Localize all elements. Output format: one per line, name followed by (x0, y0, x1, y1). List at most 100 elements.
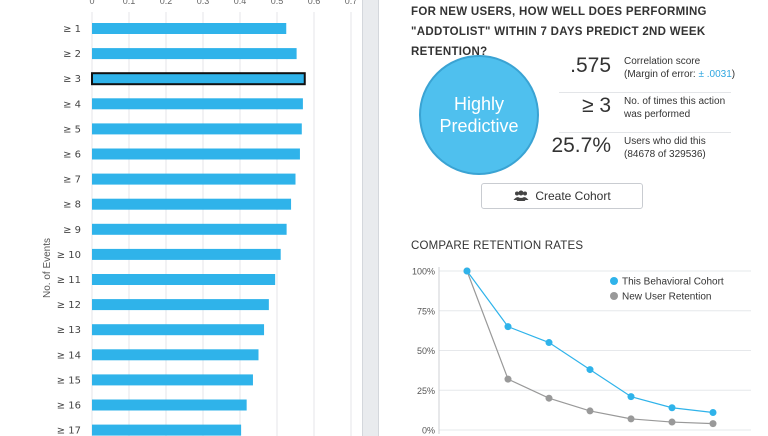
y-tick-label: 75% (417, 306, 435, 316)
bar[interactable] (92, 399, 247, 411)
y-tick-label: 0% (422, 426, 435, 436)
create-cohort-button[interactable]: Create Cohort (481, 183, 643, 209)
question-predict: PREDICT (586, 26, 639, 38)
series-point[interactable] (668, 404, 676, 412)
x-tick-label: 0.2 (160, 0, 173, 6)
category-label: ≥ 15 (57, 375, 81, 386)
category-label: ≥ 1 (63, 24, 81, 35)
category-label: ≥ 5 (63, 124, 81, 135)
category-label: ≥ 3 (63, 74, 81, 85)
category-label: ≥ 7 (63, 175, 81, 186)
category-label: ≥ 4 (63, 99, 81, 110)
question-event: "ADDTOLIST" (411, 26, 491, 38)
prediction-line1: Highly (453, 94, 505, 114)
x-tick-label: 0.4 (234, 0, 247, 6)
question-text: FOR NEW USERS, HOW WELL DOES PERFORMING … (411, 2, 751, 62)
stat-sublabel-suffix: ) (731, 69, 736, 80)
stat-value: .575 (570, 54, 611, 77)
category-label: ≥ 13 (57, 325, 81, 336)
series-point[interactable] (504, 323, 512, 331)
stat-value: 25.7% (551, 134, 611, 157)
bar-selected[interactable] (91, 72, 306, 86)
bar[interactable] (92, 374, 253, 386)
retention-line-chart: 100% 75% 50% 25% 0% This Behavioral Cohort Ne… (412, 267, 751, 436)
bar[interactable] (92, 198, 292, 210)
stat-label: No. of times this action (624, 96, 726, 107)
bar[interactable] (92, 123, 302, 135)
stat-sublabel: (84678 of 329536) (624, 149, 706, 160)
series-point[interactable] (668, 418, 676, 426)
bar[interactable] (92, 48, 297, 60)
category-label: ≥ 8 (63, 200, 81, 211)
bar[interactable] (92, 173, 296, 185)
bar[interactable] (92, 274, 276, 285)
stat-sublabel: (Margin of error: (624, 69, 699, 80)
legend-label: New User Retention (622, 292, 711, 303)
margin-of-error-link[interactable]: ± .0031 (698, 69, 732, 80)
left-panel: 0 0.1 0.2 0.3 0.4 0.5 0.6 0.7 ≥ 1 ≥ 2 ≥ 3 ≥ 4 ≥ 5 ≥ … (0, 0, 363, 436)
series-point[interactable] (586, 407, 594, 415)
series-point[interactable] (504, 375, 512, 383)
series-point[interactable] (709, 409, 717, 417)
bar[interactable] (92, 23, 287, 34)
x-tick-label: 0.5 (271, 0, 284, 6)
category-label: ≥ 14 (57, 350, 81, 361)
y-axis-label: No. of Events (42, 238, 53, 298)
stat-value: ≥ 3 (581, 94, 611, 117)
category-label: ≥ 9 (63, 225, 81, 236)
y-tick-label: 50% (417, 346, 435, 356)
bar[interactable] (92, 98, 303, 110)
stat-label: Users who did this (624, 136, 706, 147)
x-tick-label: 0.1 (123, 0, 136, 6)
stat-description: No. of times this action was performed (624, 95, 744, 121)
bar[interactable] (92, 223, 287, 235)
prediction-badge: Highly Predictive (419, 55, 539, 175)
legend-marker (610, 277, 618, 285)
stat-description: Correlation score (Margin of error: ± .0… (624, 55, 744, 81)
y-tick-label: 25% (417, 386, 435, 396)
question-within: WITHIN (494, 26, 537, 38)
stat-correlation: .575 Correlation score (Margin of error:… (559, 46, 735, 93)
series-point[interactable] (586, 366, 594, 374)
series-point[interactable] (627, 393, 635, 401)
category-label: ≥ 6 (63, 150, 81, 161)
x-tick-label: 0 (89, 0, 94, 6)
stat-users-did-this: 25.7% Users who did this (84678 of 32953… (551, 126, 731, 172)
category-label: ≥ 11 (57, 275, 81, 286)
legend-label: This Behavioral Cohort (622, 277, 724, 288)
bar[interactable] (92, 148, 300, 160)
category-label: ≥ 10 (57, 250, 81, 261)
bar[interactable] (92, 324, 265, 336)
stat-times-performed: ≥ 3 No. of times this action was perform… (559, 86, 731, 133)
question-window: 7 DAYS (540, 26, 583, 38)
x-tick-label: 0.6 (308, 0, 321, 6)
bar[interactable] (92, 248, 281, 260)
category-label: ≥ 2 (63, 49, 81, 60)
series-point[interactable] (709, 420, 717, 428)
question-prefix: FOR NEW USERS, HOW WELL DOES PERFORMING (411, 6, 707, 18)
question-target: 2ND WEEK (642, 26, 706, 38)
series-point[interactable] (545, 339, 553, 347)
legend-marker (610, 292, 618, 300)
bar[interactable] (92, 349, 259, 361)
category-label: ≥ 12 (57, 300, 81, 311)
x-tick-label: 0.7 (345, 0, 358, 6)
compare-retention-title: COMPARE RETENTION RATES (411, 240, 584, 252)
bar[interactable] (92, 299, 269, 311)
category-label: ≥ 16 (57, 401, 81, 412)
stat-sublabel: was performed (624, 109, 691, 120)
stat-description: Users who did this (84678 of 329536) (624, 135, 744, 161)
category-label: ≥ 17 (57, 426, 81, 436)
right-panel: FOR NEW USERS, HOW WELL DOES PERFORMING … (378, 0, 768, 436)
bar[interactable] (92, 424, 242, 436)
series-point[interactable] (627, 415, 635, 423)
series-point[interactable] (463, 267, 471, 275)
y-tick-label: 100% (412, 267, 435, 277)
stat-label: Correlation score (624, 56, 701, 67)
prediction-line2: Predictive (439, 116, 519, 136)
create-cohort-label: Create Cohort (535, 189, 611, 203)
events-bar-chart: 0 0.1 0.2 0.3 0.4 0.5 0.6 0.7 ≥ 1 ≥ 2 ≥ 3 ≥ 4 ≥ 5 ≥ … (42, 0, 358, 436)
users-icon (513, 190, 529, 201)
series-point[interactable] (545, 394, 553, 402)
x-tick-label: 0.3 (197, 0, 210, 6)
